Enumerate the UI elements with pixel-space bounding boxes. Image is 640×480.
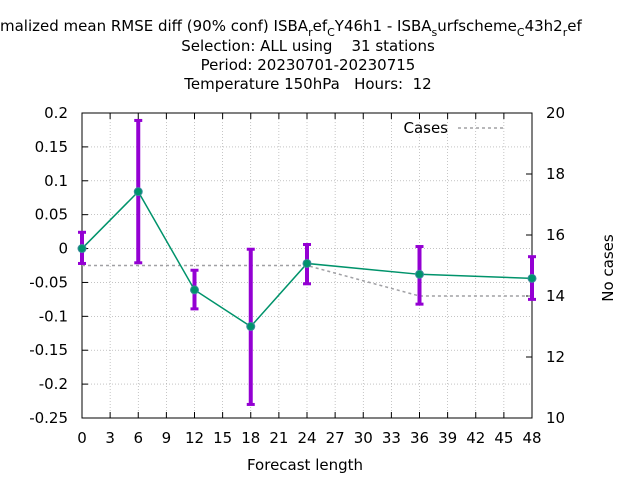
x-tick-label: 48 (522, 429, 541, 447)
x-tick-label: 27 (326, 429, 345, 447)
series-layer (77, 118, 537, 406)
y2-axis-title: No cases (599, 234, 617, 302)
y2-tick-label: 16 (546, 226, 565, 244)
x-tick-label: 0 (77, 429, 87, 447)
chart-title-line-2: Selection: ALL using 31 stations (181, 37, 435, 55)
y-tick-label: 0.2 (44, 104, 68, 122)
y-axis: 0.2 0.15 0.1 0.05 0 -0.05 -0.1 -0.15 -0.2 -0.25 (29, 104, 88, 427)
data-point (246, 322, 256, 331)
x-tick-label: 33 (382, 429, 401, 447)
y2-tick-label: 12 (546, 348, 565, 366)
legend-label-cases: Cases (403, 119, 448, 137)
x-axis-title: Forecast length (247, 456, 363, 474)
data-point (77, 244, 87, 254)
y-tick-label: -0.25 (29, 409, 68, 427)
data-point (133, 187, 143, 197)
data-point (415, 269, 424, 279)
y-tick-label: 0.05 (35, 206, 68, 224)
y2-tick-label: 20 (546, 104, 565, 122)
y-tick-label: 0 (58, 240, 68, 258)
x-tick-label: 6 (133, 429, 143, 447)
y2-tick-label: 18 (546, 165, 565, 183)
x-tick-label: 15 (213, 429, 232, 447)
legend: Cases (403, 119, 506, 137)
y-tick-label: 0.15 (35, 138, 68, 156)
x-axis: 0 3 6 9 12 15 18 21 24 27 30 33 36 39 42 45 48 (77, 113, 542, 447)
x-tick-label: 9 (162, 429, 172, 447)
y-tick-label: -0.2 (39, 375, 68, 393)
chart-title-line-4: Temperature 150hPa Hours: 12 (183, 75, 431, 93)
y-tick-label: -0.15 (29, 341, 68, 359)
chart-title-line-3: Period: 20230701-20230715 (201, 56, 416, 74)
x-tick-label: 18 (241, 429, 260, 447)
y-tick-label: -0.05 (29, 273, 68, 291)
x-tick-label: 42 (466, 429, 485, 447)
y2-tick-label: 10 (546, 409, 565, 427)
x-tick-label: 24 (297, 429, 316, 447)
x-tick-label: 36 (410, 429, 429, 447)
data-point (190, 285, 199, 295)
data-point (527, 273, 537, 283)
y-tick-label: -0.1 (39, 307, 68, 325)
x-tick-label: 12 (185, 429, 204, 447)
y2-axis: 20 18 16 14 12 10 (526, 104, 565, 427)
y-tick-label: 0.1 (44, 172, 68, 190)
data-point (302, 258, 312, 268)
y2-tick-label: 14 (546, 287, 565, 305)
chart-title-line-1: malized mean RMSE diff (90% conf) ISBAre… (0, 17, 582, 39)
x-tick-label: 3 (105, 429, 115, 447)
x-tick-label: 39 (438, 429, 457, 447)
x-tick-label: 21 (269, 429, 288, 447)
x-tick-label: 45 (494, 429, 513, 447)
x-tick-label: 30 (354, 429, 373, 447)
